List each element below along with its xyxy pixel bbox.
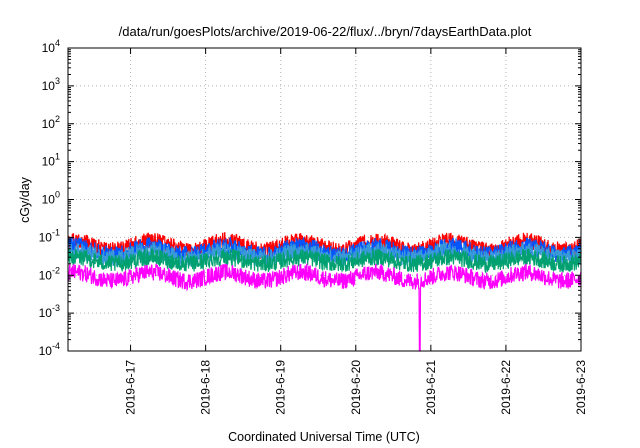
x-tick-label: 2019-6-19 bbox=[274, 360, 288, 415]
x-tick-label: 2019-6-23 bbox=[574, 360, 588, 415]
y-tick-label: 104 bbox=[42, 38, 60, 55]
y-tick-exponent: 2 bbox=[55, 114, 60, 124]
y-tick-label: 100 bbox=[42, 190, 60, 207]
y-tick-exponent: -3 bbox=[52, 303, 60, 313]
y-tick-exponent: -2 bbox=[52, 265, 60, 275]
y-tick-exponent: 3 bbox=[55, 76, 60, 86]
y-axis-label: cGy/day bbox=[18, 176, 32, 223]
y-tick-label: 10-3 bbox=[39, 303, 60, 320]
y-tick-exponent: -1 bbox=[52, 227, 60, 237]
y-tick-exponent: 0 bbox=[55, 190, 60, 200]
x-tick-label: 2019-6-22 bbox=[499, 360, 513, 415]
x-tick-label: 2019-6-18 bbox=[199, 360, 213, 415]
series-line bbox=[67, 262, 582, 352]
y-tick-label: 103 bbox=[42, 76, 60, 93]
y-tick-exponent: 4 bbox=[55, 38, 60, 48]
grid bbox=[68, 48, 581, 351]
y-tick-label: 102 bbox=[42, 114, 60, 131]
x-axis: 2019-6-17 2019-6-18 2019-6-19 2019-6-20 2019… bbox=[124, 48, 588, 415]
y-tick-label: 10-2 bbox=[39, 265, 60, 282]
y-tick-exponent: 1 bbox=[55, 152, 60, 162]
y-tick-exponent: -4 bbox=[52, 341, 60, 351]
y-tick-label: 101 bbox=[42, 152, 60, 169]
series-line bbox=[67, 241, 582, 268]
x-axis-label: Coordinated Universal Time (UTC) bbox=[228, 430, 420, 444]
x-tick-label: 2019-6-20 bbox=[349, 360, 363, 415]
x-tick-label: 2019-6-21 bbox=[424, 360, 438, 415]
series-line bbox=[67, 246, 582, 275]
chart-title: /data/run/goesPlots/archive/2019-06-22/f… bbox=[119, 24, 532, 39]
series-group bbox=[67, 232, 582, 352]
y-tick-label: 10-4 bbox=[39, 341, 60, 358]
x-tick-label: 2019-6-17 bbox=[124, 360, 138, 415]
y-tick-label: 10-1 bbox=[39, 227, 60, 244]
